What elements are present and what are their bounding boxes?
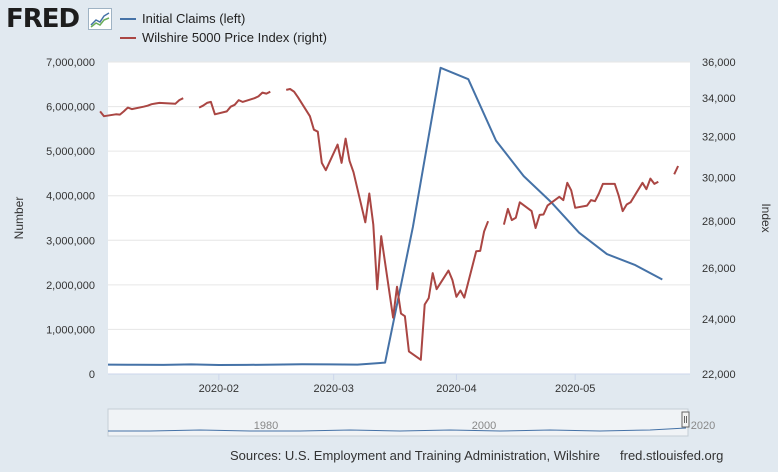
fred-graph-icon bbox=[88, 8, 112, 30]
chart-legend: Initial Claims (left) Wilshire 5000 Pric… bbox=[120, 9, 327, 47]
right-tick-label: 34,000 bbox=[702, 93, 736, 105]
left-tick-label: 6,000,000 bbox=[46, 102, 95, 114]
legend-label: Wilshire 5000 Price Index (right) bbox=[142, 30, 327, 45]
left-tick-label: 5,000,000 bbox=[46, 146, 95, 158]
left-tick-label: 2,000,000 bbox=[46, 280, 95, 292]
series-line-wilshire-5000[interactable] bbox=[502, 177, 659, 229]
left-tick-label: 7,000,000 bbox=[46, 57, 95, 69]
right-tick-label: 32,000 bbox=[702, 132, 736, 144]
x-tick-label: 2020-02 bbox=[199, 383, 239, 395]
series-line-wilshire-5000[interactable] bbox=[99, 97, 184, 118]
range-navigator[interactable]: 1980 2000 2020 bbox=[107, 408, 715, 437]
left-axis-title: Number bbox=[12, 197, 26, 240]
left-tick-label: 0 bbox=[89, 369, 95, 381]
navigator-label-2020: 2020 bbox=[691, 420, 715, 432]
right-tick-label: 24,000 bbox=[702, 314, 736, 326]
right-tick-label: 22,000 bbox=[702, 369, 736, 381]
chart-header: FRED Initial Claims (left) Wilshire 5000… bbox=[0, 0, 778, 52]
left-tick-label: 1,000,000 bbox=[46, 324, 95, 336]
legend-item-wilshire-5000[interactable]: Wilshire 5000 Price Index (right) bbox=[120, 28, 327, 47]
right-axis: 22,000 24,000 26,000 28,000 30,000 32,000 34,0… bbox=[702, 57, 736, 381]
navigator-series bbox=[108, 427, 687, 432]
x-tick-label: 2020-03 bbox=[313, 383, 353, 395]
legend-swatch bbox=[120, 36, 136, 39]
left-axis: 0 1,000,000 2,000,000 3,000,000 4,000,000 5,0… bbox=[46, 57, 95, 381]
plot-area bbox=[108, 62, 690, 374]
x-axis: 2020-02 2020-03 2020-04 2020-05 bbox=[108, 373, 690, 395]
legend-swatch bbox=[120, 17, 136, 20]
navigator-label-2000: 2000 bbox=[472, 420, 496, 432]
sources-text: Sources: U.S. Employment and Training Ad… bbox=[230, 448, 600, 463]
series-layer bbox=[99, 66, 680, 366]
x-tick-label: 2020-04 bbox=[436, 383, 476, 395]
navigator-handle[interactable] bbox=[681, 411, 690, 428]
series-line-initial-claims[interactable] bbox=[107, 66, 663, 366]
x-tick-label: 2020-05 bbox=[555, 383, 595, 395]
right-tick-label: 36,000 bbox=[702, 57, 736, 69]
fred-logo[interactable]: FRED bbox=[6, 4, 80, 34]
legend-item-initial-claims[interactable]: Initial Claims (left) bbox=[120, 9, 327, 28]
series-line-wilshire-5000[interactable] bbox=[673, 165, 680, 175]
site-link[interactable]: fred.stlouisfed.org bbox=[620, 448, 724, 463]
right-tick-label: 28,000 bbox=[702, 216, 736, 228]
legend-label: Initial Claims (left) bbox=[142, 11, 246, 26]
navigator-track bbox=[107, 408, 689, 437]
navigator-label-1980: 1980 bbox=[254, 420, 278, 432]
series-line-wilshire-5000[interactable] bbox=[285, 88, 490, 361]
series-line-wilshire-5000[interactable] bbox=[198, 90, 271, 116]
left-tick-label: 3,000,000 bbox=[46, 235, 95, 247]
right-tick-label: 26,000 bbox=[702, 263, 736, 275]
left-tick-label: 4,000,000 bbox=[46, 191, 95, 203]
right-axis-title: Index bbox=[759, 203, 773, 232]
right-tick-label: 30,000 bbox=[702, 173, 736, 185]
